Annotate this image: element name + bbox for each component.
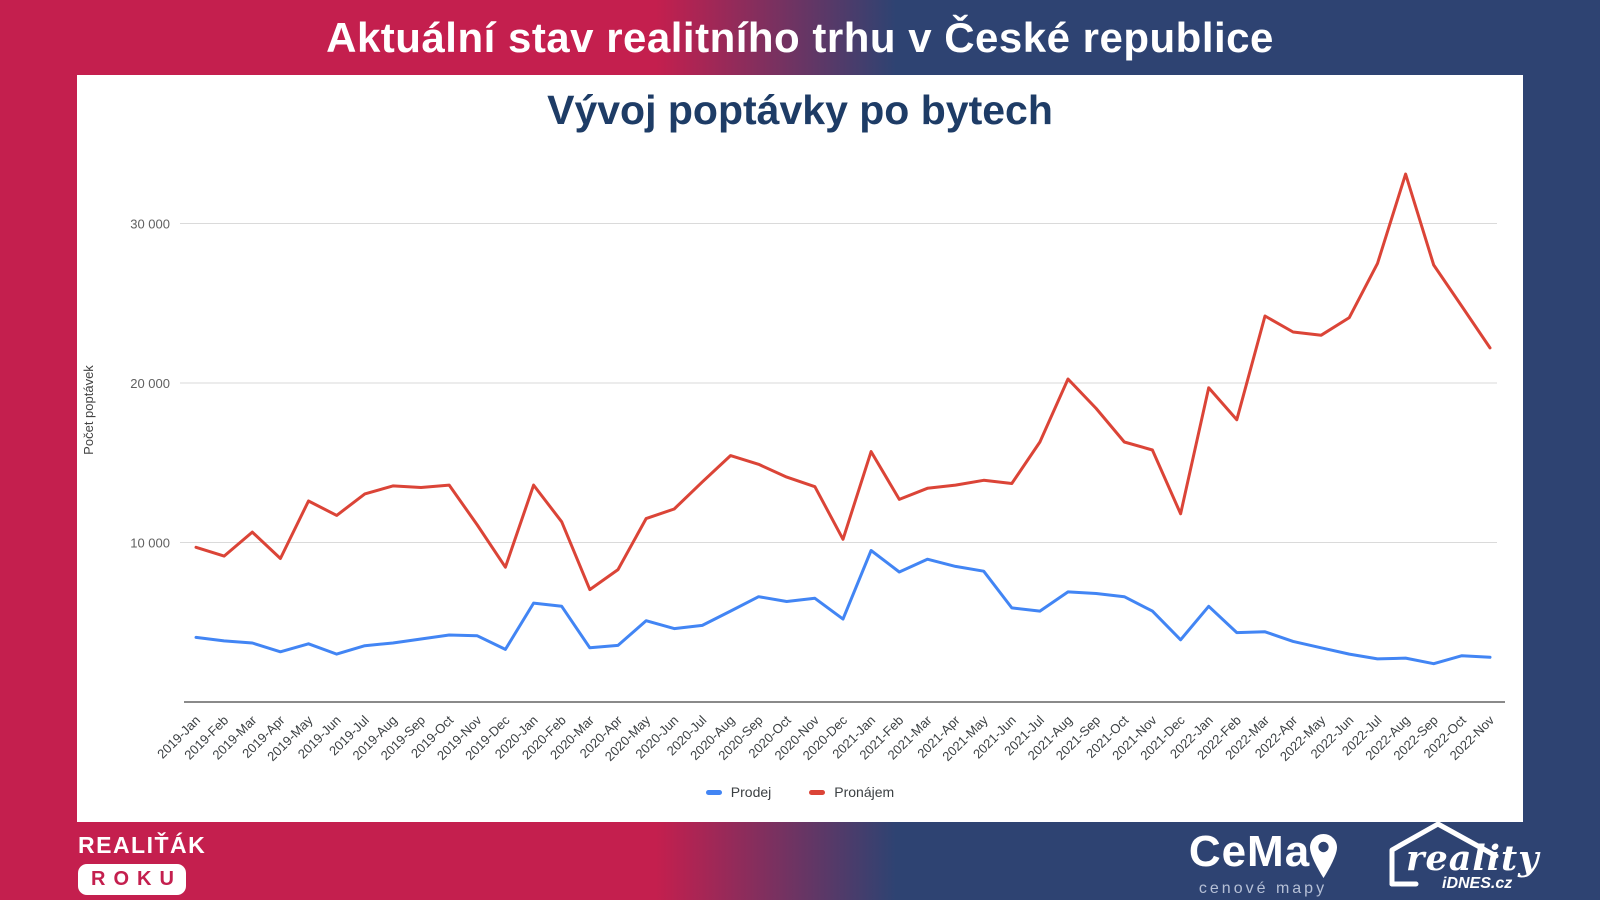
header-band: Aktuální stav realitního trhu v České re… (0, 0, 1600, 75)
reality-logo-text: reality (1406, 838, 1540, 879)
cemap-logo: CeMa cenové mapy (1158, 830, 1368, 898)
cemap-logo-text: CeMa (1188, 827, 1311, 876)
roku-badge: ROKU (78, 864, 186, 895)
chart-title: Vývoj poptávky po bytech (547, 87, 1053, 133)
legend-item-pronajem: Pronájem (809, 784, 894, 800)
realitak-logo-text: REALIŤÁK (78, 832, 207, 858)
map-pin-icon (1310, 834, 1338, 878)
house-icon (1389, 821, 1499, 887)
idnes-logo-text: iDNES.cz (1442, 875, 1513, 892)
cemap-logo-subtitle: cenové mapy (1198, 880, 1328, 897)
chart-legend: Prodej Pronájem (77, 777, 1523, 807)
svg-text:10 000: 10 000 (130, 536, 170, 551)
svg-text:Počet poptávek: Počet poptávek (81, 365, 96, 455)
page-title: Aktuální stav realitního trhu v České re… (326, 14, 1274, 61)
svg-text:20 000: 20 000 (130, 376, 170, 391)
prodej-line-swatch (705, 789, 722, 795)
legend-item-prodej: Prodej (705, 784, 772, 800)
realitak-roku-logo: REALIŤÁK ROKU (78, 832, 206, 895)
reality-idnes-logo: reality iDNES.cz (1378, 820, 1538, 898)
svg-text:30 000: 30 000 (130, 217, 170, 232)
chart-card: Vývoj poptávky po bytech 10 000 20 000 30 … (77, 75, 1523, 822)
legend-label-prodej: Prodej (730, 784, 772, 800)
pronajem-line-swatch (809, 789, 826, 795)
legend-label-pronajem: Pronájem (834, 784, 895, 800)
